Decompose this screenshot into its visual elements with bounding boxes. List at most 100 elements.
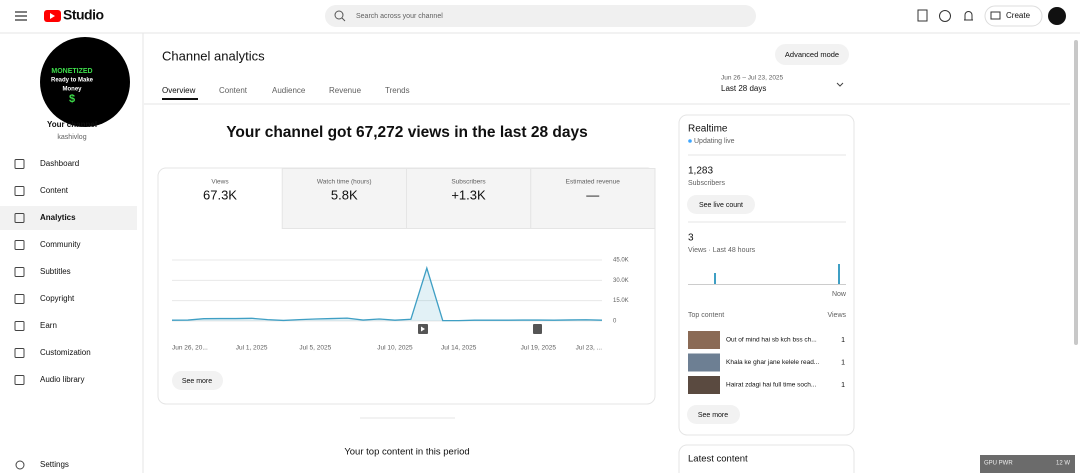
menu-icon <box>14 159 25 169</box>
x-tick-label: Jul 1, 2025 <box>236 345 268 352</box>
avatar-text: Ready to Make <box>51 78 94 84</box>
sidebar: MONETIZED Ready to Make Money $ Your cha… <box>0 33 144 473</box>
menu-icon <box>14 267 25 277</box>
content-views: 1 <box>841 359 845 366</box>
page-title: Channel analytics <box>162 48 265 63</box>
subscriber-count: 1,283 <box>688 166 713 177</box>
scrollbar[interactable] <box>1074 40 1078 345</box>
menu-item[interactable]: Content <box>40 186 69 195</box>
live-count-label: See live count <box>699 202 743 209</box>
menu-item[interactable]: Copyright <box>40 294 75 303</box>
content-title[interactable]: Hairat zdagi hai full time soch... <box>726 382 817 389</box>
menu-icon <box>14 186 25 196</box>
see-more-button[interactable] <box>687 405 740 424</box>
date-range: Jun 26 – Jul 23, 2025 <box>721 75 784 82</box>
x-tick-label: Jul 14, 2025 <box>441 345 477 352</box>
content-title[interactable]: Khala ke ghar jane kelele read... <box>726 359 819 366</box>
advanced-mode-label: Advanced mode <box>785 50 839 59</box>
tab[interactable]: Overview <box>162 86 196 95</box>
avatar-text: MONETIZED <box>51 68 92 75</box>
y-tick-label: 15.0K <box>613 298 629 304</box>
thumbnail[interactable] <box>688 353 720 372</box>
metric-value: 67.3K <box>203 187 237 202</box>
see-more-label: See more <box>698 412 728 419</box>
latest-content-card <box>678 444 855 473</box>
y-tick-label: 45.0K <box>613 258 629 264</box>
metric-label: Subscribers <box>451 179 486 186</box>
metric-value: — <box>586 187 599 202</box>
menu-icon <box>14 213 25 223</box>
content-title[interactable]: Out of mind hai sb kch bss ch... <box>726 337 817 344</box>
menu-item[interactable]: Settings <box>40 460 69 469</box>
metric-value: 5.8K <box>331 187 358 202</box>
see-more-button[interactable] <box>172 371 223 390</box>
overlay <box>980 455 1075 473</box>
x-tick-label: Jul 5, 2025 <box>299 345 331 352</box>
content-views: 1 <box>841 337 845 344</box>
thumbnail[interactable] <box>688 331 720 349</box>
metric-tab-bg[interactable] <box>530 168 656 229</box>
tab[interactable]: Audience <box>272 86 306 95</box>
mini-bar <box>714 273 716 284</box>
menu-item[interactable]: Earn <box>40 321 57 330</box>
top-content-label: Top content <box>688 312 724 319</box>
channel-title: Your channel <box>47 120 97 129</box>
realtime-status: Updating live <box>694 138 735 145</box>
metric-tab-bg[interactable] <box>281 168 407 229</box>
avatar-text: Money <box>62 87 82 93</box>
x-tick-label: Jul 23, ... <box>576 345 603 352</box>
create-label: Create <box>1006 11 1031 20</box>
menu-item[interactable]: Dashboard <box>40 159 79 168</box>
overlay-value: 12 W <box>1056 461 1070 467</box>
create-button[interactable] <box>984 5 1043 27</box>
tab[interactable]: Trends <box>385 86 410 95</box>
metric-label: Watch time (hours) <box>317 179 372 186</box>
menu-icon <box>14 321 25 331</box>
menu-icon <box>14 348 25 358</box>
logo: Studio <box>63 7 104 23</box>
realtime-title: Realtime <box>688 124 728 135</box>
x-tick-label: Jun 26, 20... <box>172 345 208 352</box>
tab[interactable]: Revenue <box>329 86 362 95</box>
captions-icon[interactable] <box>917 9 928 22</box>
thumbnail[interactable] <box>688 376 720 394</box>
active-item-bg <box>0 206 137 230</box>
headline: Your channel got 67,272 views in the las… <box>226 124 588 141</box>
metric-label: Estimated revenue <box>566 179 621 186</box>
latest-content-title: Latest content <box>688 454 748 465</box>
live-count-button[interactable] <box>687 195 755 214</box>
overlay-label: GPU PWR <box>984 461 1013 467</box>
line <box>171 265 603 322</box>
help-icon[interactable] <box>939 10 951 22</box>
date-period[interactable]: Last 28 days <box>721 84 766 93</box>
menu-icon[interactable] <box>15 11 27 21</box>
now-label: Now <box>832 291 847 298</box>
section-title: Your top content in this period <box>344 447 469 458</box>
menu-icon <box>14 240 25 250</box>
x-tick-label: Jul 10, 2025 <box>377 345 413 352</box>
realtime-views-label: Views · Last 48 hours <box>688 247 756 254</box>
metric-label: Views <box>211 179 229 186</box>
advanced-mode-button[interactable] <box>775 44 849 65</box>
subscriber-label: Subscribers <box>688 180 725 187</box>
account-avatar[interactable] <box>1048 7 1066 25</box>
menu-item[interactable]: Subtitles <box>40 267 71 276</box>
bell-icon[interactable] <box>964 11 973 21</box>
channel-avatar <box>40 37 130 127</box>
menu-icon <box>14 375 25 385</box>
menu-item[interactable]: Customization <box>40 348 91 357</box>
menu-icon <box>14 294 25 304</box>
chevron[interactable] <box>836 82 844 87</box>
views-column-label: Views <box>827 312 846 319</box>
metric-tab-bg[interactable] <box>406 168 532 229</box>
menu-item[interactable]: Audio library <box>40 375 84 384</box>
search-placeholder: Search across your channel <box>356 13 443 20</box>
menu-item[interactable]: Community <box>40 240 80 249</box>
avatar-text: $ <box>69 93 75 105</box>
mini-bar <box>838 264 840 284</box>
search-box[interactable] <box>325 5 756 27</box>
realtime-views: 3 <box>688 233 694 244</box>
tab[interactable]: Content <box>219 86 248 95</box>
menu-item[interactable]: Analytics <box>40 213 76 222</box>
